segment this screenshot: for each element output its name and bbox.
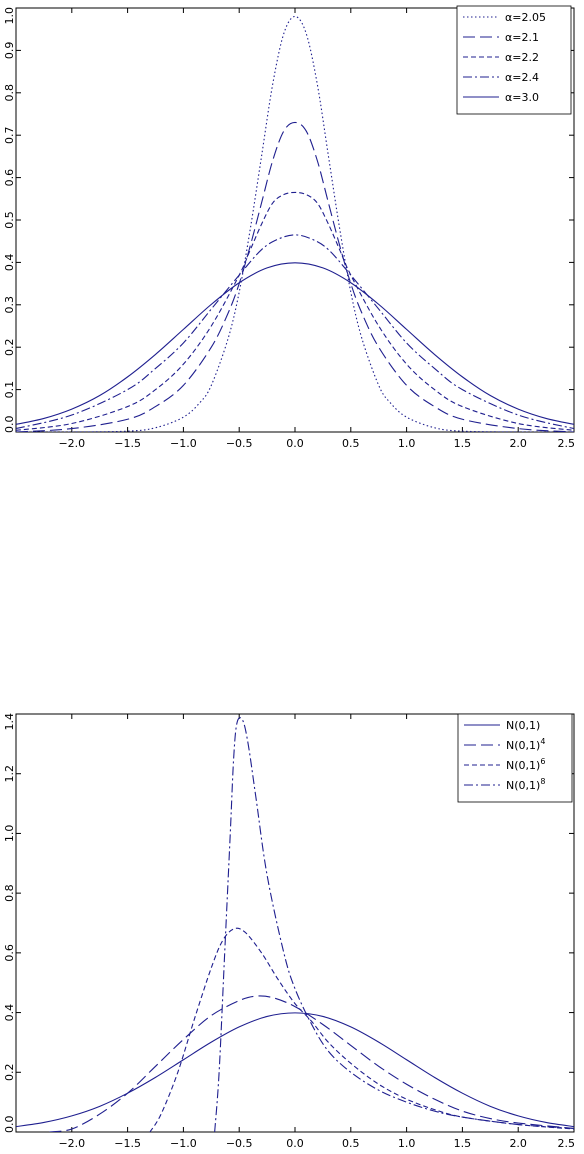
series-line-1	[16, 121, 574, 432]
y-tick-label: 0.6	[3, 944, 16, 962]
legend-entry: N(0,1)8	[506, 777, 545, 792]
x-tick-label: −1.5	[114, 437, 141, 450]
x-tick-label: 0.5	[342, 437, 360, 450]
series-line-4	[16, 262, 574, 425]
legend-entry: α=2.2	[505, 51, 539, 64]
legend-entry: N(0,1)6	[506, 757, 545, 772]
y-tick-label: 0.7	[3, 126, 16, 144]
y-tick-label: 1.4	[3, 713, 16, 731]
y-tick-label: 0.8	[3, 884, 16, 902]
y-tick-label: 0.8	[3, 84, 16, 102]
legend-box	[456, 5, 572, 115]
y-tick-label: 0.4	[3, 1004, 16, 1022]
series-line-3	[16, 234, 574, 430]
x-tick-label: 2.5	[558, 1137, 576, 1150]
y-tick-label: 0.2	[3, 338, 16, 356]
series-line-0	[16, 15, 574, 432]
alpha-density-chart: −2.0 −1.5 −1.0 −0.5 0.0 0.5 1.0 1.5 2.0 2.5 0.0 0.1…	[3, 5, 576, 450]
x-tick-label: −0.5	[226, 437, 253, 450]
legend-entry: α=2.05	[505, 11, 546, 24]
legend-entry: α=2.1	[505, 31, 539, 44]
x-tick-label: −1.0	[170, 437, 197, 450]
y-tick-label: 1.0	[3, 7, 16, 25]
legend-entry: N(0,1)	[506, 719, 540, 732]
y-tick-label: 1.0	[3, 825, 16, 843]
y-tick-label: 0.4	[3, 254, 16, 272]
series-line-2	[16, 191, 574, 431]
x-tick-label: 2.0	[509, 1137, 527, 1150]
legend: α=2.05 α=2.1 α=2.2 α=2.4 α=3.0	[456, 5, 572, 115]
y-tick-label: 0.6	[3, 169, 16, 187]
y-tick-label: 0.3	[3, 296, 16, 314]
x-tick-label: 1.5	[454, 1137, 472, 1150]
series-line-3	[214, 717, 574, 1132]
x-tick-label: −2.0	[58, 437, 85, 450]
legend: N(0,1) N(0,1)4 N(0,1)6 N(0,1)8	[457, 713, 573, 803]
x-tick-label: 2.0	[509, 437, 527, 450]
series-line-1	[49, 995, 574, 1132]
x-tick-label: 1.5	[454, 437, 472, 450]
x-tick-label: −0.5	[226, 1137, 253, 1150]
x-tick-label: 2.5	[558, 437, 576, 450]
normal-power-density-chart: −2.0 −1.5 −1.0 −0.5 0.0 0.5 1.0 1.5 2.0 2.5 0.0 0.2…	[3, 713, 576, 1150]
x-tick-label: 0.0	[286, 437, 304, 450]
y-tick-label: 0.0	[3, 416, 16, 434]
y-tick-label: 1.2	[3, 765, 16, 783]
y-tick-label: 0.5	[3, 211, 16, 229]
x-tick-label: −2.0	[58, 1137, 85, 1150]
y-tick-label: 0.2	[3, 1064, 16, 1082]
x-tick-label: 1.0	[398, 1137, 416, 1150]
x-tick-label: 0.5	[342, 1137, 360, 1150]
series-line-2	[149, 927, 574, 1132]
legend-box	[457, 713, 573, 803]
y-tick-label: 0.9	[3, 42, 16, 60]
x-tick-label: 0.0	[286, 1137, 304, 1150]
x-tick-label: 1.0	[398, 437, 416, 450]
y-tick-label: 0.0	[3, 1116, 16, 1134]
legend-entry: α=2.4	[505, 71, 539, 84]
x-tick-label: −1.5	[114, 1137, 141, 1150]
legend-entry: α=3.0	[505, 91, 539, 104]
y-tick-label: 0.1	[3, 381, 16, 399]
series-line-0	[16, 1012, 574, 1128]
legend-entry: N(0,1)4	[506, 737, 545, 752]
x-tick-label: −1.0	[170, 1137, 197, 1150]
